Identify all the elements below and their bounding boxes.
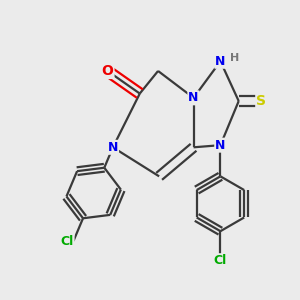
Text: N: N <box>188 91 199 104</box>
Text: N: N <box>215 139 226 152</box>
Text: N: N <box>215 55 226 68</box>
Text: H: H <box>230 53 240 63</box>
Text: N: N <box>108 141 118 154</box>
Text: Cl: Cl <box>60 235 74 248</box>
Text: S: S <box>256 94 266 108</box>
Text: O: O <box>102 64 113 78</box>
Text: Cl: Cl <box>214 254 227 267</box>
